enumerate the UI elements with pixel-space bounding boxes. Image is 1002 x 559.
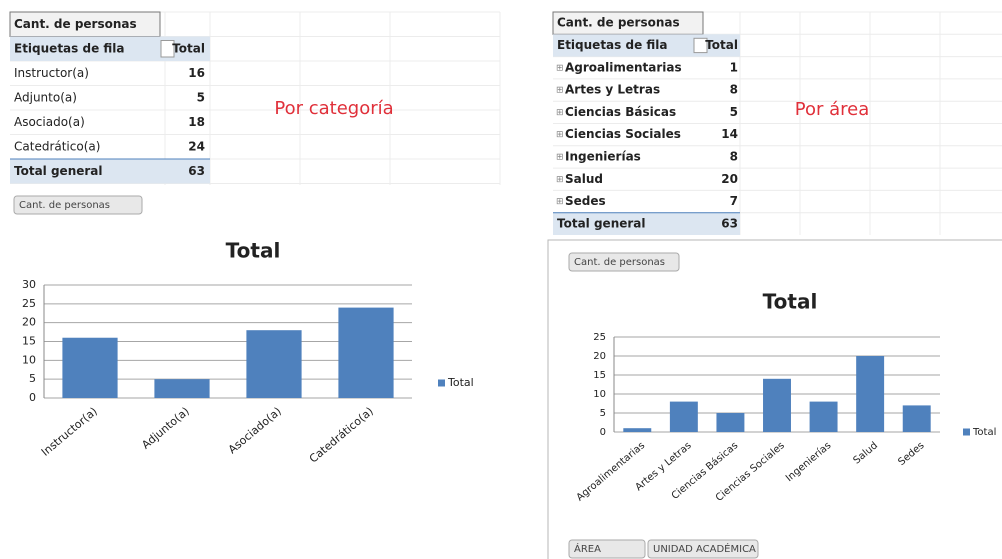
field-button-text[interactable]: Cant. de personas <box>19 200 110 211</box>
total-header-text: Total <box>172 41 205 55</box>
bar <box>809 401 838 432</box>
bar <box>669 401 698 432</box>
row-label: Agroalimentarias <box>565 60 682 74</box>
expand-icon: ⊞ <box>556 175 564 185</box>
filter-icon[interactable] <box>693 37 708 54</box>
y-tick-label: 0 <box>600 427 606 438</box>
row-value: 8 <box>730 83 738 97</box>
expand-icon: ⊞ <box>556 130 564 140</box>
legend-swatch <box>963 428 970 436</box>
row-value: 1 <box>730 60 738 74</box>
row-value: 7 <box>730 194 738 208</box>
row-label: Catedrático(a) <box>14 139 100 153</box>
row-value: 20 <box>721 172 738 186</box>
bar <box>623 428 652 432</box>
column-header <box>10 36 210 61</box>
bar <box>246 330 302 398</box>
field-button[interactable] <box>568 252 680 272</box>
y-tick-label: 15 <box>22 335 36 348</box>
bar <box>856 356 885 432</box>
y-tick-label: 25 <box>22 297 36 310</box>
legend-swatch <box>438 379 445 387</box>
total-header-text: Total <box>705 38 738 52</box>
row-label: Sedes <box>565 194 606 208</box>
row-value: 14 <box>721 127 738 141</box>
y-tick-label: 5 <box>600 408 606 419</box>
total-row <box>553 212 740 235</box>
column-header-text: Etiquetas de fila <box>557 38 667 52</box>
field-button[interactable] <box>13 195 143 215</box>
row-label: Instructor(a) <box>14 66 89 80</box>
column-header-text: Etiquetas de fila <box>14 41 124 55</box>
y-tick-label: 10 <box>22 353 36 366</box>
y-tick-label: 20 <box>593 351 606 362</box>
expand-icon: ⊞ <box>556 152 564 162</box>
row-label: Adjunto(a) <box>14 90 77 104</box>
row-value: 5 <box>730 105 738 119</box>
bar <box>763 378 791 432</box>
header-text: Cant. de personas <box>557 16 680 30</box>
row-value: 24 <box>188 139 205 153</box>
expand-icon: ⊞ <box>556 197 564 207</box>
row-value: 8 <box>730 149 738 163</box>
bar <box>902 405 931 432</box>
row-label: Ciencias Básicas <box>565 105 676 119</box>
field-button-text[interactable]: UNIDAD ACADÉMICA <box>653 542 756 555</box>
y-tick-label: 0 <box>29 391 36 404</box>
expand-icon: ⊞ <box>556 108 564 118</box>
total-value: 63 <box>721 216 738 230</box>
row-label: Ciencias Sociales <box>565 127 681 141</box>
legend-label: Total <box>972 427 996 438</box>
y-tick-label: 10 <box>593 389 606 400</box>
legend-label: Total <box>447 376 474 389</box>
y-tick-label: 5 <box>29 372 36 385</box>
field-button[interactable] <box>568 539 646 559</box>
y-tick-label: 25 <box>593 332 606 343</box>
filter-icon[interactable] <box>160 40 175 58</box>
total-value: 63 <box>188 164 205 178</box>
bar <box>716 413 745 432</box>
expand-icon: ⊞ <box>556 63 564 73</box>
chart-title: Total <box>226 239 281 263</box>
chart-title: Total <box>763 290 818 314</box>
bar <box>338 307 394 398</box>
field-button-text[interactable]: ÁREA <box>574 542 601 555</box>
y-tick-label: 15 <box>593 370 606 381</box>
total-label: Total general <box>14 164 103 178</box>
y-tick-label: 30 <box>22 278 36 291</box>
note: Por categoría <box>274 98 393 119</box>
row-value: 16 <box>188 66 205 80</box>
column-header <box>553 34 740 57</box>
y-tick-label: 20 <box>22 316 36 329</box>
row-label: Ingenierías <box>565 149 641 163</box>
header-text: Cant. de personas <box>14 17 137 31</box>
expand-icon: ⊞ <box>556 86 564 96</box>
total-label: Total general <box>557 216 646 230</box>
note: Por área <box>795 99 870 120</box>
field-button-text[interactable]: Cant. de personas <box>574 257 665 268</box>
field-button[interactable] <box>647 539 759 559</box>
row-value: 18 <box>188 115 205 129</box>
row-label: Artes y Letras <box>565 83 660 97</box>
row-label: Asociado(a) <box>14 115 85 129</box>
row-label: Salud <box>565 172 603 186</box>
bar <box>62 337 118 398</box>
bar <box>154 379 210 398</box>
row-value: 5 <box>197 90 205 104</box>
total-row <box>10 159 210 184</box>
